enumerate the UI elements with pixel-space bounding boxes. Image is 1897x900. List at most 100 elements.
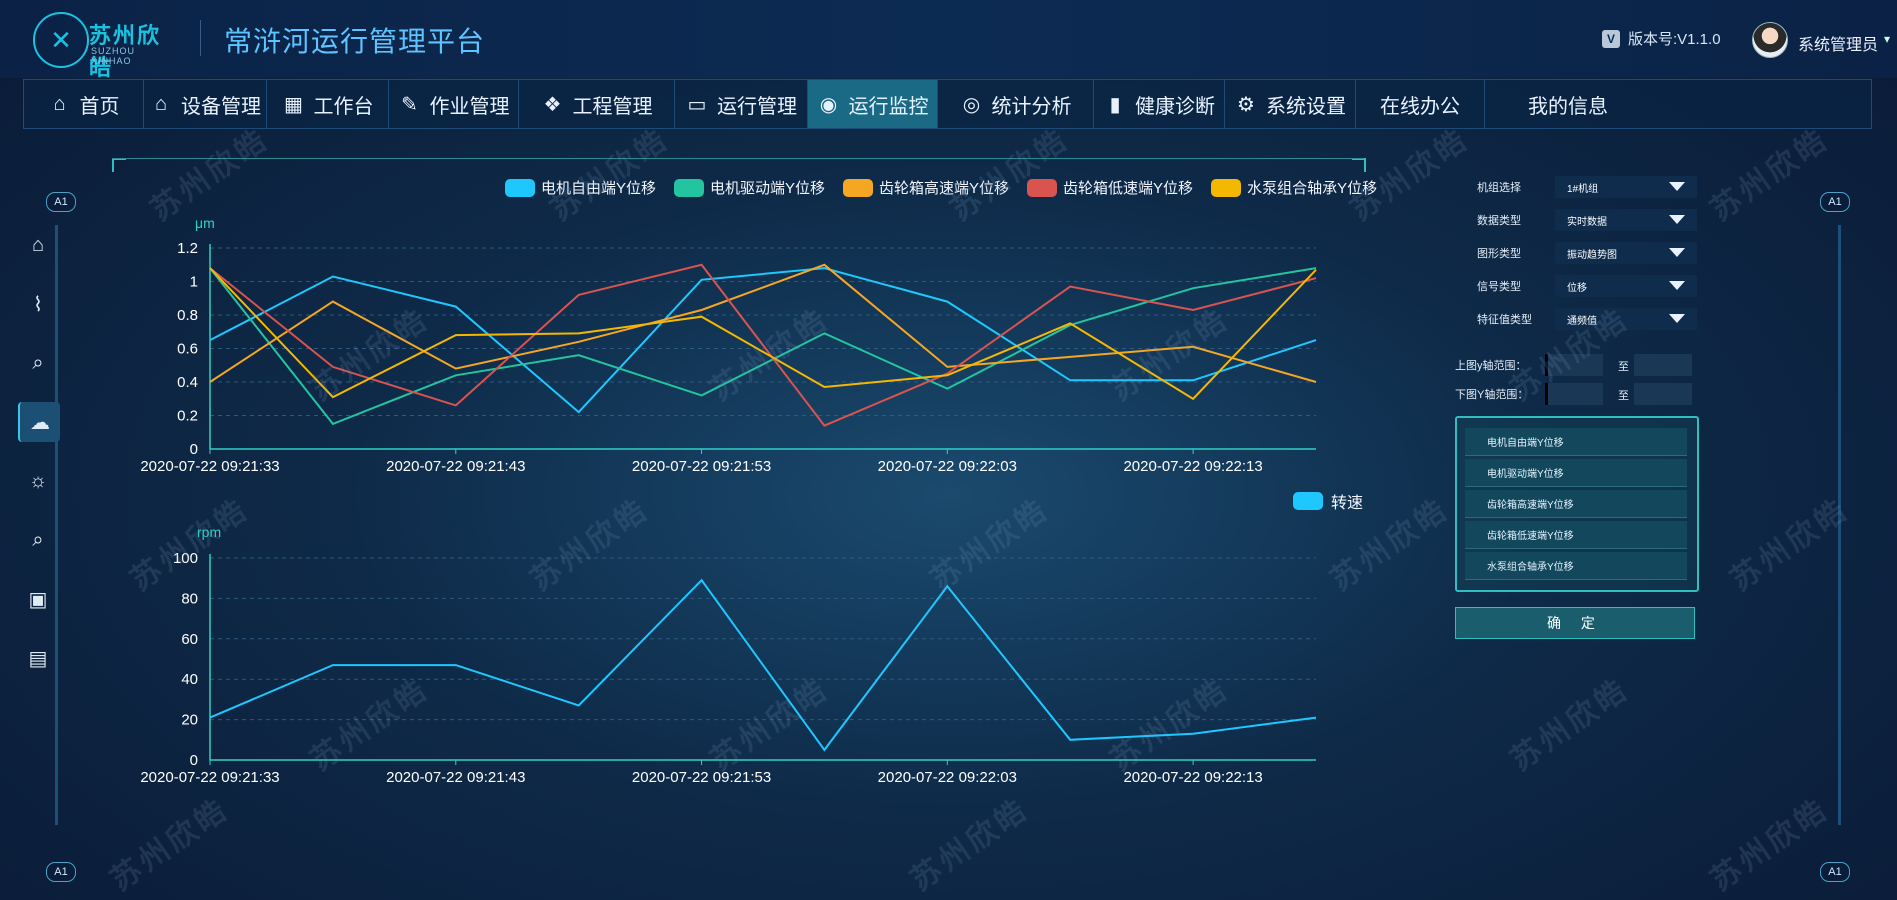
logo-cn: 苏州欣皓 bbox=[89, 23, 162, 80]
nav-label: 系统设置 bbox=[1266, 95, 1346, 118]
nav-item-4[interactable]: ❖ 工程管理 bbox=[519, 80, 675, 128]
watermark: 苏州欣皓 bbox=[1104, 302, 1236, 408]
bulb-icon[interactable]: ☼ bbox=[28, 469, 48, 492]
y-tick-label: 80 bbox=[181, 590, 198, 607]
chevron-down-icon[interactable]: ▾ bbox=[1884, 32, 1891, 46]
monitor-icon: ▭ bbox=[687, 93, 707, 116]
y-tick-label: 0.2 bbox=[177, 408, 198, 425]
avatar[interactable] bbox=[1752, 22, 1788, 58]
upper-range-min-input[interactable] bbox=[1545, 354, 1603, 376]
series-line-0-3 bbox=[209, 263, 1317, 427]
legend-label: 电机自由端Y位移 bbox=[541, 180, 657, 197]
y-tick-label: 60 bbox=[181, 631, 198, 648]
version-icon: V bbox=[1602, 29, 1620, 48]
x-tick-label: 2020-07-22 09:21:53 bbox=[632, 458, 771, 475]
doc-image-icon[interactable]: ▣ bbox=[28, 588, 48, 611]
watermark: 苏州欣皓 bbox=[904, 792, 1036, 898]
x-tick-label: 2020-07-22 09:21:43 bbox=[386, 769, 525, 786]
blocks-icon: ❖ bbox=[543, 93, 562, 116]
series-line-0-4 bbox=[209, 267, 1317, 401]
watermark: 苏州欣皓 bbox=[524, 492, 656, 598]
watermark: 苏州欣皓 bbox=[124, 492, 256, 598]
chevron-down-icon bbox=[1669, 182, 1685, 191]
nav-label: 统计分析 bbox=[991, 95, 1072, 118]
a1-badge: A1 bbox=[1820, 192, 1850, 212]
form-row: 信号类型 位移 bbox=[1477, 275, 1697, 297]
right-side-line bbox=[1838, 225, 1841, 825]
form-select[interactable]: 实时数据 bbox=[1555, 209, 1697, 231]
nav-item-10[interactable]: 在线办公 bbox=[1356, 80, 1485, 128]
upper-range-max-input[interactable] bbox=[1634, 354, 1692, 376]
legend-label: 水泵组合轴承Y位移 bbox=[1247, 180, 1378, 197]
select-value: 实时数据 bbox=[1567, 216, 1607, 228]
nav-item-5[interactable]: ▭ 运行管理 bbox=[675, 80, 808, 128]
y-axis-unit: rpm bbox=[197, 524, 221, 540]
lower-range-min-input[interactable] bbox=[1545, 383, 1603, 405]
logo-mark-icon: ✕ bbox=[33, 12, 89, 68]
legend-swatch bbox=[505, 178, 535, 197]
select-value: 振动趋势图 bbox=[1567, 249, 1617, 261]
line-chart-icon[interactable]: ⌇ bbox=[33, 293, 43, 316]
form-label: 信号类型 bbox=[1477, 281, 1521, 293]
home-icon[interactable]: ⌂ bbox=[31, 233, 45, 256]
nav-item-2[interactable]: ▦ 工作台 bbox=[267, 80, 389, 128]
watermark: 苏州欣皓 bbox=[1344, 122, 1476, 228]
upper-range-row: 上图y轴范围： bbox=[1455, 354, 1527, 376]
username[interactable]: 系统管理员 bbox=[1798, 37, 1879, 54]
form-row: 特征值类型 通频值 bbox=[1477, 308, 1697, 330]
legend-label: 转速 bbox=[1331, 495, 1364, 512]
nav-item-7[interactable]: ◎ 统计分析 bbox=[938, 80, 1094, 128]
nav-item-8[interactable]: ▮ 健康诊断 bbox=[1094, 80, 1225, 128]
form-row: 数据类型 实时数据 bbox=[1477, 209, 1697, 231]
nav-item-3[interactable]: ✎ 作业管理 bbox=[389, 80, 519, 128]
x-tick-label: 2020-07-22 09:21:53 bbox=[632, 769, 771, 786]
lower-range-max-input[interactable] bbox=[1634, 383, 1692, 405]
legend-item[interactable]: 齿轮箱低速端Y位移 bbox=[1027, 177, 1193, 198]
watermark: 苏州欣皓 bbox=[1104, 672, 1236, 778]
legend-item[interactable]: 齿轮箱高速端Y位移 bbox=[843, 177, 1009, 198]
legend-swatch bbox=[843, 178, 874, 197]
signal-item[interactable]: 齿轮箱低速端Y位移 bbox=[1465, 521, 1687, 549]
search-chart-icon[interactable]: ⌕ bbox=[32, 351, 44, 374]
nav-item-6[interactable]: ◉ 运行监控 bbox=[808, 80, 938, 128]
form-select[interactable]: 位移 bbox=[1555, 275, 1697, 297]
nav-item-11[interactable]: 我的信息 bbox=[1485, 80, 1651, 128]
nav-label: 健康诊断 bbox=[1135, 95, 1215, 118]
report-icon[interactable]: ▤ bbox=[28, 647, 48, 670]
a1-badge: A1 bbox=[46, 192, 76, 212]
form-label: 图形类型 bbox=[1477, 248, 1521, 260]
search-doc-icon[interactable]: ⌕ bbox=[32, 528, 44, 551]
chevron-down-icon bbox=[1669, 248, 1685, 257]
side-menu: ⌂ ⌇ ⌕ ☁ ☼ ⌕ ▣ ▤ bbox=[18, 225, 60, 697]
legend-item[interactable]: 电机驱动端Y位移 bbox=[674, 177, 825, 198]
nav-item-0[interactable]: ⌂ 首页 bbox=[24, 80, 144, 128]
form-select[interactable]: 通频值 bbox=[1555, 308, 1697, 330]
signal-item[interactable]: 齿轮箱高速端Y位移 bbox=[1465, 490, 1687, 518]
form-select[interactable]: 1#机组 bbox=[1555, 176, 1697, 198]
form-row: 图形类型 振动趋势图 bbox=[1477, 242, 1697, 264]
cloud-icon[interactable]: ☁ bbox=[18, 402, 60, 442]
x-tick-label: 2020-07-22 09:21:43 bbox=[386, 458, 525, 475]
series-line-0-2 bbox=[209, 263, 1317, 383]
signal-item[interactable]: 水泵组合轴承Y位移 bbox=[1465, 552, 1687, 580]
platform-title: 常浒河运行管理平台 bbox=[224, 26, 486, 57]
version-text: 版本号:V1.1.0 bbox=[1628, 31, 1721, 48]
nav-label: 工作台 bbox=[313, 95, 374, 118]
signal-item[interactable]: 电机驱动端Y位移 bbox=[1465, 459, 1687, 487]
nav-item-1[interactable]: ⌂ 设备管理 bbox=[144, 80, 267, 128]
legend-label: 齿轮箱低速端Y位移 bbox=[1063, 180, 1194, 197]
legend-top: 电机自由端Y位移 电机驱动端Y位移 齿轮箱高速端Y位移 齿轮箱低速端Y位移 水泵组合轴承… bbox=[505, 177, 1387, 198]
legend-item[interactable]: 水泵组合轴承Y位移 bbox=[1211, 177, 1377, 198]
signal-item[interactable]: 电机自由端Y位移 bbox=[1465, 428, 1687, 456]
y-tick-label: 100 bbox=[173, 550, 198, 567]
nav-item-9[interactable]: ⚙ 系统设置 bbox=[1225, 80, 1356, 128]
company-logo: ✕ 苏州欣皓 SUZHOU XINHAO bbox=[33, 12, 173, 80]
nav-label: 运行监控 bbox=[848, 95, 929, 118]
legend-swatch bbox=[674, 178, 705, 197]
nav-label: 在线办公 bbox=[1380, 95, 1460, 118]
x-tick-label: 2020-07-22 09:22:13 bbox=[1123, 458, 1262, 475]
barchart-icon: ▮ bbox=[1109, 93, 1121, 116]
confirm-button[interactable]: 确 定 bbox=[1455, 607, 1695, 639]
form-select[interactable]: 振动趋势图 bbox=[1555, 242, 1697, 264]
legend-item[interactable]: 电机自由端Y位移 bbox=[505, 177, 656, 198]
